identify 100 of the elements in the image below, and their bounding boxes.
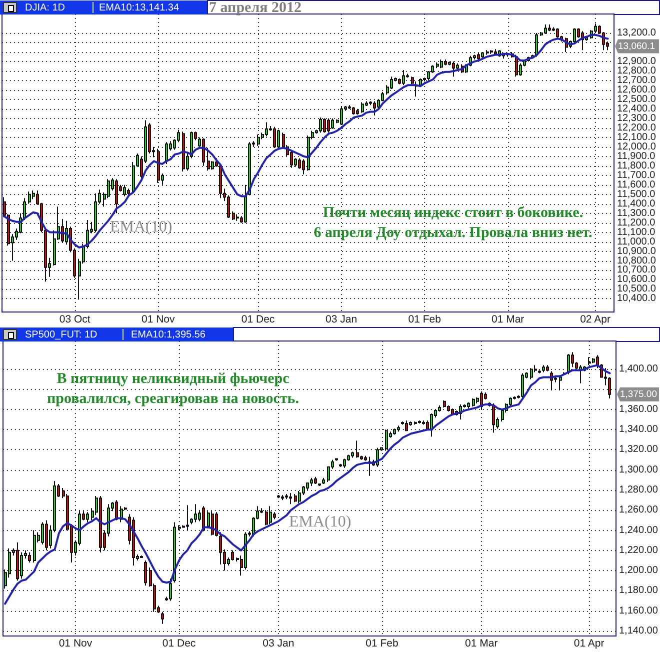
candlestick xyxy=(467,402,470,409)
candlestick xyxy=(165,142,168,164)
y-tick-label: 1,200.00 xyxy=(619,565,658,576)
candlestick xyxy=(443,400,446,408)
candlestick xyxy=(178,524,181,531)
text: EMA10:1,395.56 xyxy=(131,330,206,340)
candlestick xyxy=(310,477,313,486)
candlestick xyxy=(86,512,89,523)
y-tick-label: 10,700.0 xyxy=(617,264,656,276)
y-tick-label: 12,600.0 xyxy=(617,84,656,96)
candlestick xyxy=(322,477,325,484)
candlestick xyxy=(99,496,102,553)
candlestick xyxy=(127,188,130,196)
y-tick-label: 10,900.0 xyxy=(617,246,656,257)
candlestick xyxy=(294,494,297,503)
candlestick xyxy=(244,184,247,224)
y-tick-label: 12,400.0 xyxy=(617,103,656,114)
candlestick xyxy=(132,516,135,566)
candlestick xyxy=(492,402,495,434)
x-tick-label: 03 Oct xyxy=(59,314,90,326)
candlestick xyxy=(182,131,185,172)
x-tick-label: 03 Jan xyxy=(262,638,294,650)
candlestick xyxy=(94,192,97,233)
y-tick-label: 11,400.0 xyxy=(617,198,656,210)
y-tick-label: 11,100.0 xyxy=(617,226,656,238)
candlestick xyxy=(436,62,439,69)
y-tick-label: 12,900.0 xyxy=(617,56,656,67)
candlestick xyxy=(144,560,147,586)
candlestick xyxy=(546,364,549,372)
candlestick xyxy=(402,69,405,86)
text: EMA10:13,141.34 xyxy=(99,2,180,14)
y-tick-label: 11,300.0 xyxy=(617,208,656,219)
candlestick xyxy=(331,118,334,130)
candlestick xyxy=(343,458,346,468)
y-tick-label: 1,260.00 xyxy=(619,504,658,516)
candlestick xyxy=(452,60,455,78)
x-tick-label: 01 Feb xyxy=(408,314,442,326)
candlestick xyxy=(45,520,48,551)
candlestick xyxy=(430,412,433,438)
candlestick xyxy=(248,142,251,196)
candlestick xyxy=(123,184,126,197)
annotation: EMA(10) xyxy=(110,218,172,236)
candlestick xyxy=(314,476,317,484)
candlestick xyxy=(548,24,551,32)
y-tick-label: 1,320.00 xyxy=(619,444,658,456)
x-tick-label: 01 Dec xyxy=(241,314,275,326)
y-tick-label: 13,200.0 xyxy=(617,27,656,38)
chart-subtitle: DJIA: 1D xyxy=(25,2,66,14)
candlestick xyxy=(323,118,326,134)
x-tick-label: 01 Feb xyxy=(366,638,398,650)
y-tick-label: 11,000.0 xyxy=(617,236,656,248)
candlestick xyxy=(265,510,268,526)
candlestick xyxy=(207,147,210,172)
candlestick xyxy=(542,364,545,373)
y-tick-label: 11,900.0 xyxy=(617,150,656,162)
y-tick-label: 11,600.0 xyxy=(617,179,656,190)
y-tick-label: 11,800.0 xyxy=(617,160,656,172)
candlestick xyxy=(28,552,31,563)
annotation: В пятницу неликвидный фьючерс провалился, среагировав на новость. xyxy=(47,371,300,407)
candlestick xyxy=(559,374,562,391)
candlestick xyxy=(319,116,322,134)
y-tick-label: 10,600.0 xyxy=(617,274,656,286)
y-tick-label: 12,100.0 xyxy=(617,132,656,143)
candlestick xyxy=(567,354,570,375)
candlestick xyxy=(494,48,497,56)
candlestick xyxy=(173,522,176,584)
y-tick-label: 1,280.00 xyxy=(619,484,658,496)
candlestick xyxy=(368,456,371,476)
y-tick-label: 12,300.0 xyxy=(617,112,656,124)
candlestick xyxy=(361,102,364,114)
candlestick xyxy=(356,108,359,116)
x-tick-label: 01 Apr xyxy=(574,638,605,650)
y-tick-label: 12,700.0 xyxy=(617,74,656,86)
candlestick xyxy=(28,190,31,204)
candlestick xyxy=(521,372,524,399)
candlestick xyxy=(33,530,36,563)
y-tick-label: 11,700.0 xyxy=(617,170,656,181)
y-tick-label: 1,160.00 xyxy=(619,605,658,616)
candlestick xyxy=(393,428,396,436)
candlestick xyxy=(573,28,576,44)
y-tick-label: 1,240.00 xyxy=(619,524,658,536)
candlestick xyxy=(588,356,591,366)
candlestick xyxy=(405,420,408,432)
candlestick xyxy=(556,28,559,38)
candlestick xyxy=(352,106,355,116)
y-tick-label: 10,500.0 xyxy=(617,284,656,295)
y-tick-label: 1,220.00 xyxy=(619,544,658,556)
candlestick xyxy=(306,482,309,491)
chart-title: 7 апреля 2012 xyxy=(209,0,302,16)
candlestick xyxy=(257,134,260,146)
candlestick xyxy=(281,494,284,501)
candlestick xyxy=(481,51,484,58)
candlestick xyxy=(211,510,214,536)
candlestick xyxy=(186,504,189,531)
y-tick-label: 12,500.0 xyxy=(617,94,656,105)
candlestick xyxy=(447,404,450,412)
candlestick xyxy=(340,106,343,126)
x-tick-label: 01 Dec xyxy=(162,638,196,650)
text: 1,375.00 xyxy=(620,388,657,400)
candlestick xyxy=(157,148,160,184)
